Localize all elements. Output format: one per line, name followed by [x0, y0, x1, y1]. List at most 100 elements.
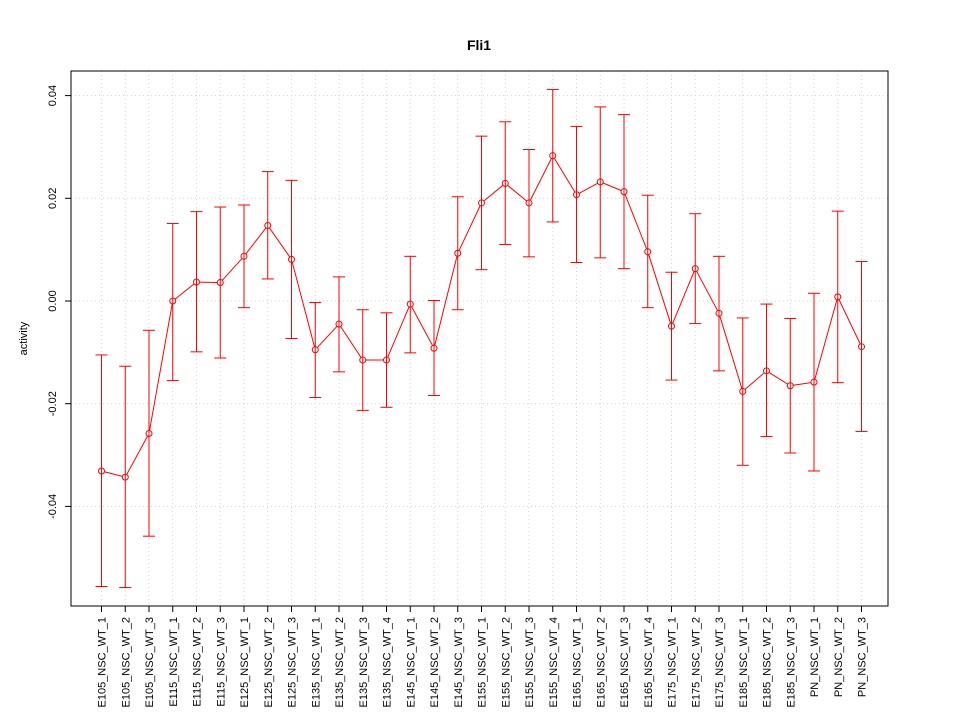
series-segment: [744, 372, 765, 390]
data-point: [739, 387, 747, 395]
series-segment: [768, 372, 788, 385]
series-segment: [602, 182, 622, 191]
x-tick-label: E105_NSC_WT_2: [120, 617, 132, 708]
series-segment: [696, 271, 719, 311]
series-segment: [624, 194, 648, 250]
series-segment: [838, 299, 861, 345]
x-tick-label: E155_NSC_WT_4: [548, 617, 560, 708]
data-point: [478, 199, 485, 207]
series-segment: [104, 471, 123, 477]
data-point: [573, 191, 580, 199]
data-point: [311, 346, 319, 354]
series-segment: [245, 227, 267, 255]
data-point: [691, 265, 699, 273]
data-point: [216, 279, 224, 287]
x-tick-label: E165_NSC_WT_1: [572, 617, 584, 708]
x-tick-label: E185_NSC_WT_3: [785, 617, 797, 708]
plot-frame: [70, 70, 889, 607]
x-tick-label: E105_NSC_WT_1: [97, 617, 109, 708]
data-point: [169, 297, 177, 305]
series-segment: [719, 316, 743, 389]
series-segment: [814, 299, 838, 380]
x-tick-label: E145_NSC_WT_2: [429, 617, 441, 708]
series-segment: [291, 262, 315, 348]
series-segment: [316, 325, 338, 348]
x-tick-label: E135_NSC_WT_2: [334, 617, 346, 708]
x-tick-label: PN_NSC_WT_1: [809, 617, 821, 697]
x-tick-label: E185_NSC_WT_1: [738, 617, 750, 708]
x-axis: E105_NSC_WT_1 E105_NSC_WT_2 E105_NSC_WT_3 E…: [97, 606, 869, 708]
x-tick-label: E115_NSC_WT_3: [215, 617, 227, 707]
data-point: [786, 382, 794, 390]
x-tick-label: E125_NSC_WT_1: [239, 617, 251, 708]
data-point: [715, 309, 723, 317]
x-tick-label: E165_NSC_WT_4: [643, 617, 655, 708]
y-tick-label: 0.00: [47, 290, 59, 311]
y-axis: -0.04 -0.02 0.00 0.02 0.04: [47, 85, 71, 519]
x-tick-label: E175_NSC_WT_2: [690, 617, 702, 708]
chart-title: Fli1: [467, 37, 491, 53]
series-segment: [648, 254, 672, 324]
error-bars: [95, 88, 868, 589]
series-segment: [507, 184, 527, 202]
x-tick-label: E135_NSC_WT_3: [358, 617, 370, 708]
data-point: [668, 322, 675, 330]
data-point: [858, 343, 865, 351]
series-segment: [411, 306, 434, 346]
data-point: [454, 249, 462, 257]
data-point: [121, 473, 129, 481]
x-tick-label: E135_NSC_WT_4: [382, 617, 394, 708]
data-point: [525, 199, 533, 207]
data-point: [406, 300, 414, 308]
x-tick-label: E175_NSC_WT_1: [667, 617, 679, 708]
series-segment: [434, 256, 458, 346]
data-point: [501, 179, 509, 187]
x-tick-label: E125_NSC_WT_3: [287, 617, 299, 708]
data-point: [98, 467, 105, 475]
y-tick-label: 0.04: [47, 85, 59, 106]
data-point: [763, 367, 770, 375]
data-point: [834, 293, 842, 301]
series-segment: [387, 306, 410, 358]
data-point: [240, 252, 248, 260]
data-point: [359, 356, 367, 364]
series-segment: [221, 258, 243, 281]
y-tick-label: 0.02: [47, 188, 59, 209]
series-line: [104, 157, 861, 477]
data-point: [596, 178, 604, 186]
x-tick-label: E115_NSC_WT_1: [168, 617, 180, 707]
x-tick-label: E165_NSC_WT_2: [595, 617, 607, 708]
x-tick-label: E115_NSC_WT_2: [192, 617, 204, 707]
x-tick-label: E135_NSC_WT_1: [310, 617, 322, 708]
x-tick-label: E105_NSC_WT_3: [144, 617, 156, 708]
x-tick-label: E165_NSC_WT_3: [619, 617, 631, 708]
x-tick-label: E125_NSC_WT_2: [263, 617, 275, 708]
y-tick-label: -0.04: [47, 494, 59, 519]
x-tick-label: PN_NSC_WT_3: [857, 617, 869, 697]
series-segment: [529, 158, 552, 201]
series-segment: [578, 182, 598, 194]
x-tick-label: E145_NSC_WT_1: [405, 617, 417, 708]
series-segment: [174, 283, 195, 300]
series-segment: [269, 227, 291, 258]
data-points: [98, 152, 865, 481]
data-point: [549, 152, 557, 160]
x-tick-label: PN_NSC_WT_2: [833, 617, 845, 697]
data-point: [193, 278, 200, 286]
grid: [71, 71, 888, 606]
data-point: [430, 344, 438, 352]
series-segment: [340, 326, 362, 358]
data-point: [288, 255, 295, 263]
x-tick-label: E175_NSC_WT_3: [714, 617, 726, 708]
y-tick-label: -0.02: [47, 391, 59, 416]
series-segment: [483, 184, 504, 202]
x-tick-label: E155_NSC_WT_3: [524, 617, 536, 708]
series-segment: [793, 382, 812, 386]
series-segment: [126, 435, 149, 475]
data-point: [383, 356, 390, 364]
data-point: [145, 429, 153, 437]
x-tick-label: E155_NSC_WT_2: [500, 617, 512, 708]
x-tick-label: E185_NSC_WT_2: [762, 617, 774, 708]
data-point: [620, 188, 628, 196]
